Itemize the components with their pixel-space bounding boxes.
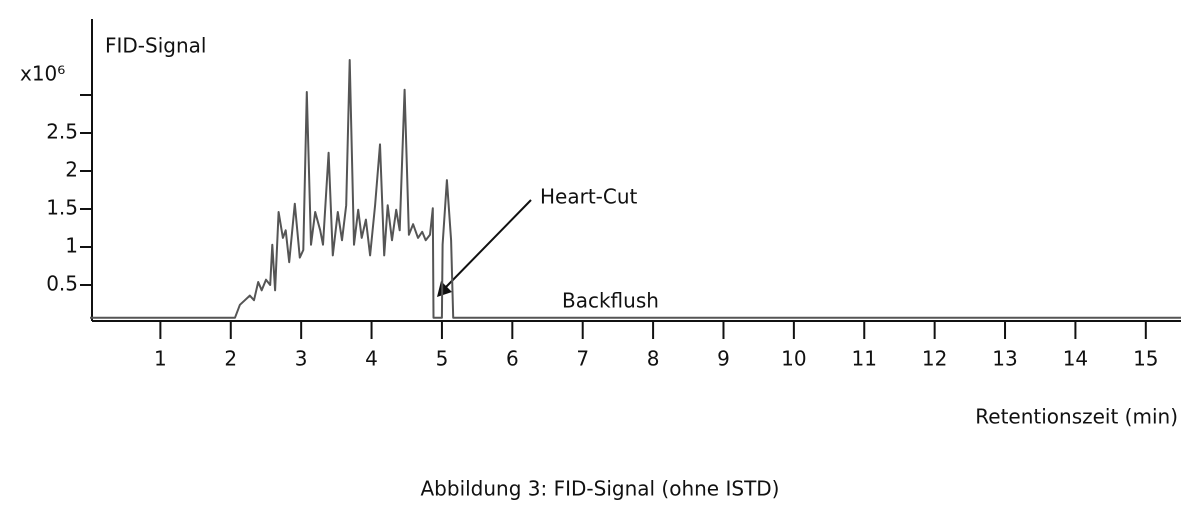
arrow-head xyxy=(437,281,452,297)
x-tick-label: 6 xyxy=(506,347,519,371)
x-axis-label: Retentionszeit (min) xyxy=(975,405,1178,429)
annotation: Heart-Cut xyxy=(540,185,638,209)
x-tick-label: 4 xyxy=(365,347,378,371)
x-tick-label: 5 xyxy=(436,347,449,371)
x-tick-label: 11 xyxy=(852,347,877,371)
x-tick-label: 10 xyxy=(781,347,806,371)
x-tick-label: 12 xyxy=(922,347,947,371)
x-tick-label: 3 xyxy=(295,347,308,371)
arrow xyxy=(445,199,532,288)
x-tick-label: 9 xyxy=(717,347,730,371)
y-axis-label: FID-Signal xyxy=(105,34,206,58)
x-tick-label: 8 xyxy=(647,347,660,371)
x-tick-label: 7 xyxy=(576,347,589,371)
caption: Abbildung 3: FID-Signal (ohne ISTD) xyxy=(421,477,780,501)
annotation: Backflush xyxy=(562,289,659,313)
y-tick-label: 1.5 xyxy=(46,196,78,220)
y-tick-label: 2.5 xyxy=(46,120,78,144)
y-tick-label: 2 xyxy=(65,158,78,182)
x-tick-label: 14 xyxy=(1063,347,1088,371)
y-tick-label: 1 xyxy=(65,234,78,258)
x-tick-label: 15 xyxy=(1133,347,1158,371)
x-tick-label: 2 xyxy=(224,347,237,371)
x-tick-label: 1 xyxy=(154,347,167,371)
y-tick-label: x10⁶ xyxy=(20,62,65,86)
y-tick-label: 0.5 xyxy=(46,272,78,296)
x-tick-label: 13 xyxy=(992,347,1017,371)
signal-line xyxy=(90,59,1181,319)
